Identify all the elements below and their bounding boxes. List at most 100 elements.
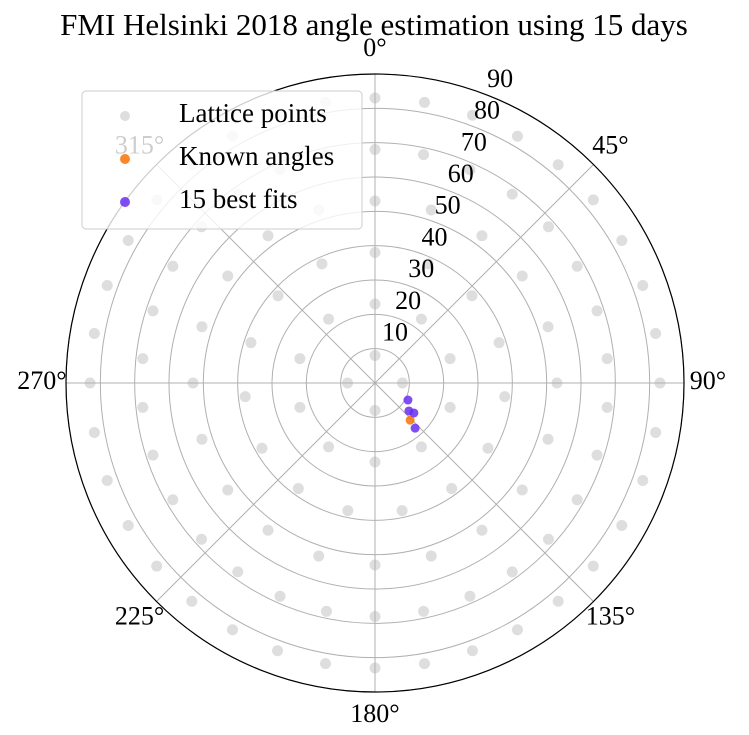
point	[650, 328, 662, 340]
legend-box	[81, 90, 363, 230]
point	[320, 605, 332, 617]
point	[147, 449, 159, 461]
point	[151, 560, 163, 572]
legend-marker	[120, 111, 130, 121]
point	[232, 566, 244, 578]
point	[294, 353, 306, 365]
point	[404, 406, 414, 416]
point	[415, 441, 427, 453]
point	[316, 258, 328, 270]
point	[542, 433, 554, 445]
theta-tick-label: 90°	[690, 366, 726, 395]
legend-marker	[120, 197, 130, 207]
point	[482, 442, 494, 454]
point	[403, 395, 413, 405]
point	[444, 401, 456, 413]
point	[256, 442, 268, 454]
point	[272, 290, 284, 302]
point	[591, 305, 603, 317]
r-tick-label: 70	[461, 127, 487, 156]
legend-marker	[120, 154, 130, 164]
point	[464, 164, 476, 176]
point	[88, 426, 100, 438]
point	[650, 426, 662, 438]
point	[637, 280, 649, 292]
point	[245, 337, 257, 349]
angular-grid-line	[374, 382, 594, 602]
point	[499, 391, 511, 403]
point	[425, 204, 437, 216]
point	[274, 590, 286, 602]
legend-label: 15 best fits	[179, 184, 298, 214]
point	[122, 235, 134, 247]
r-tick-label: 10	[382, 318, 408, 347]
theta-tick-label: 180°	[350, 699, 399, 728]
point	[516, 484, 528, 496]
chart-title: FMI Helsinki 2018 angle estimation using…	[60, 7, 688, 42]
point	[415, 313, 427, 325]
legend-label: Known angles	[179, 141, 334, 171]
point	[422, 258, 434, 270]
point	[601, 401, 613, 413]
point	[506, 188, 518, 200]
point	[396, 505, 408, 517]
point	[591, 449, 603, 461]
point	[493, 337, 505, 349]
legend: Lattice points Known angles 15 best fits	[81, 90, 363, 230]
point	[323, 313, 335, 325]
point	[239, 391, 251, 403]
point	[552, 159, 564, 171]
point	[587, 194, 599, 206]
point	[466, 645, 478, 657]
point	[542, 533, 554, 545]
r-tick-label: 50	[435, 191, 461, 220]
point	[101, 474, 113, 486]
theta-tick-label: 135°	[586, 601, 635, 630]
point	[323, 441, 335, 453]
point	[511, 130, 523, 142]
point	[418, 149, 430, 161]
point	[410, 423, 420, 433]
theta-tick-label: 270°	[17, 366, 66, 395]
r-tick-label: 90	[487, 64, 513, 93]
angular-grid-line	[156, 382, 376, 602]
r-tick-label: 40	[421, 222, 447, 251]
point	[147, 305, 159, 317]
point	[464, 590, 476, 602]
point	[571, 494, 583, 506]
theta-tick-label: 0°	[363, 33, 386, 62]
point	[222, 484, 234, 496]
r-tick-label: 30	[408, 254, 434, 283]
point	[516, 270, 528, 282]
theta-tick-label: 225°	[115, 601, 164, 630]
point	[101, 280, 113, 292]
point	[262, 524, 274, 536]
point	[542, 221, 554, 233]
point	[587, 560, 599, 572]
point	[552, 595, 564, 607]
point	[418, 96, 430, 108]
point	[476, 230, 488, 242]
point	[137, 401, 149, 413]
point	[511, 624, 523, 636]
theta-tick-label: 45°	[592, 131, 628, 160]
point	[320, 658, 332, 670]
point	[425, 550, 437, 562]
legend-label: Lattice points	[179, 98, 327, 128]
point	[167, 494, 179, 506]
point	[196, 321, 208, 333]
point	[167, 260, 179, 272]
point	[313, 550, 325, 562]
point	[616, 235, 628, 247]
point	[444, 353, 456, 365]
point	[88, 328, 100, 340]
point	[272, 645, 284, 657]
point	[122, 519, 134, 531]
point	[466, 109, 478, 121]
point	[292, 483, 304, 495]
point	[294, 401, 306, 413]
point	[616, 519, 628, 531]
point	[466, 290, 478, 302]
point	[262, 230, 274, 242]
